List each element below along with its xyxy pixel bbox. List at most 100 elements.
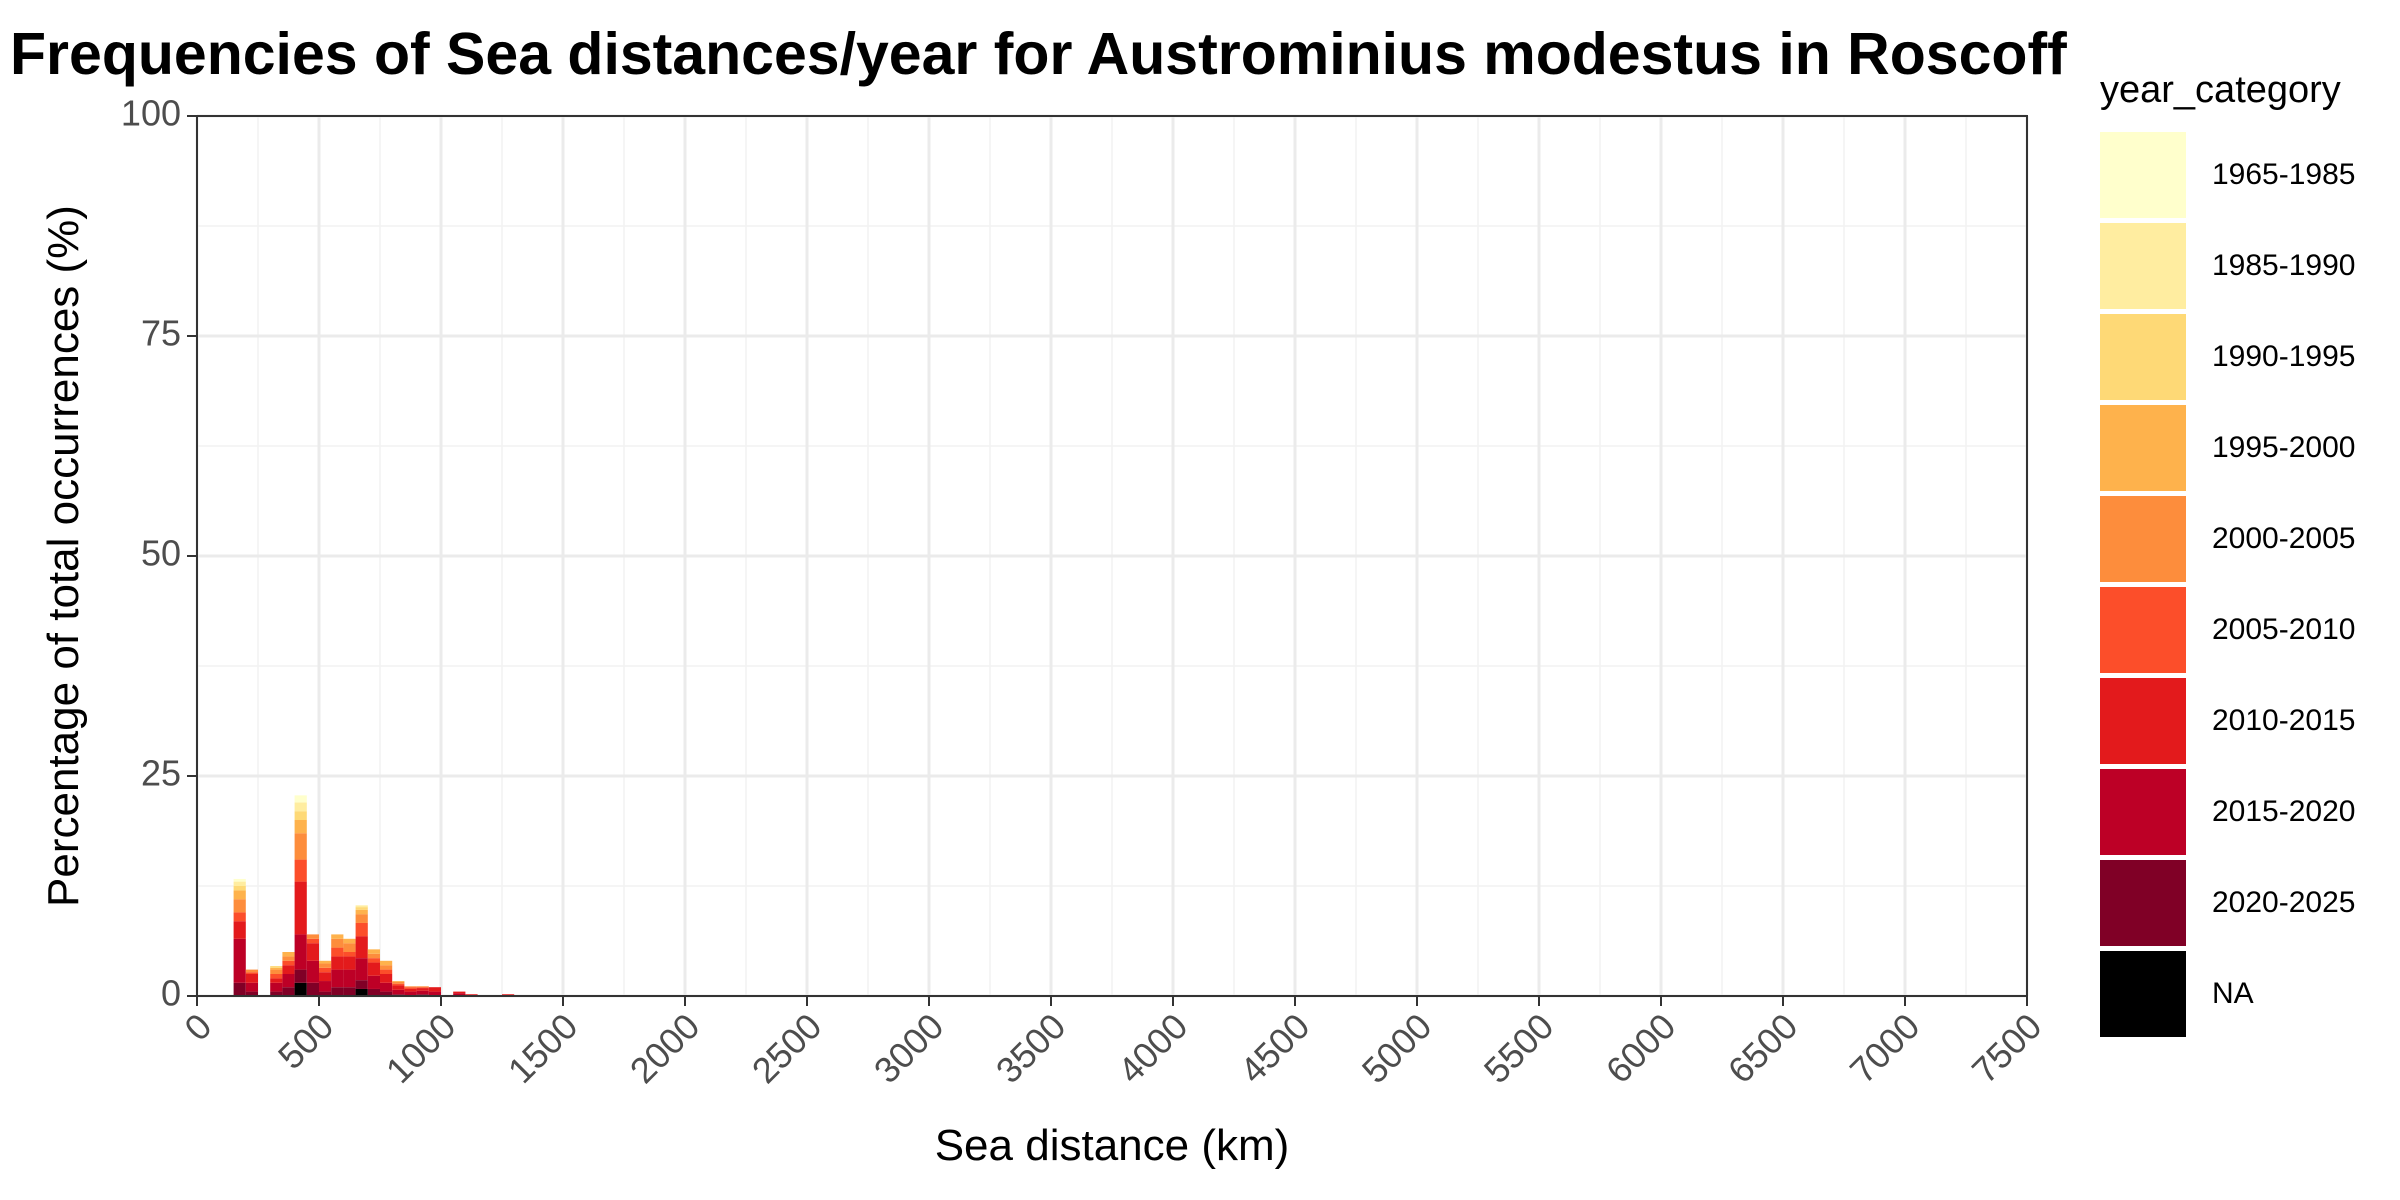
x-tick-label: 6000 <box>1598 1005 1684 1091</box>
legend-swatch <box>2100 769 2186 855</box>
bar-segment <box>270 967 283 970</box>
bar-segment <box>355 909 368 915</box>
y-tick-label: 75 <box>141 313 181 354</box>
y-tick-label: 50 <box>141 533 181 574</box>
bar-segment <box>294 811 307 820</box>
bar-segment <box>404 988 417 992</box>
bar-segment <box>392 981 405 982</box>
bar-segment <box>392 981 405 984</box>
bar-segment <box>404 986 417 988</box>
x-tick-label: 7500 <box>1964 1005 2050 1091</box>
legend-title: year_category <box>2100 69 2341 111</box>
legend-label: NA <box>2212 977 2254 1010</box>
bar-segment <box>306 943 319 961</box>
legend-swatch <box>2100 587 2186 673</box>
legend-label: 2010-2015 <box>2212 704 2355 737</box>
bar-segment <box>233 938 246 983</box>
bar-segment <box>355 905 368 908</box>
bar-segment <box>306 982 319 996</box>
y-tick-label: 25 <box>141 753 181 794</box>
bar-segment <box>343 969 356 988</box>
bar-segment <box>453 993 466 996</box>
bar-segment <box>380 974 393 983</box>
bar-segment <box>331 987 344 996</box>
legend-label: 2005-2010 <box>2212 613 2355 646</box>
bar-segment <box>331 934 344 939</box>
legend-swatch <box>2100 405 2186 491</box>
bar-segment <box>270 982 283 992</box>
bar-segment <box>367 975 380 989</box>
y-axis-title: Percentage of total occurrences (%) <box>39 205 88 907</box>
bar-segment <box>416 986 429 988</box>
bar-segment <box>270 966 283 968</box>
legend-label: 1985-1990 <box>2212 249 2355 282</box>
bar-segment <box>380 960 393 966</box>
bar-segment <box>245 991 258 996</box>
bar-segment <box>294 802 307 812</box>
bar-segment <box>380 991 393 996</box>
bar-segment <box>465 994 478 996</box>
bar-segment <box>416 990 429 995</box>
x-tick-label: 0 <box>176 1005 219 1048</box>
bar-segment <box>245 972 258 974</box>
bar-segment <box>392 983 405 986</box>
bar-segment <box>392 989 405 995</box>
bar-segment <box>282 960 295 966</box>
bar-segment <box>233 878 246 882</box>
x-tick-label: 2500 <box>744 1005 830 1091</box>
bar-segment <box>319 991 332 996</box>
legend-label: 2000-2005 <box>2212 522 2355 555</box>
x-tick-label: 2000 <box>622 1005 708 1091</box>
bar-segment <box>319 960 332 964</box>
legend-swatch <box>2100 314 2186 400</box>
bar-segment <box>233 921 246 939</box>
bar-segment <box>245 982 258 992</box>
bar-segment <box>331 947 344 957</box>
bar-segment <box>331 956 344 970</box>
x-tick-label: 1000 <box>378 1005 464 1091</box>
bar-segment <box>319 972 332 982</box>
x-axis-title: Sea distance (km) <box>935 1121 1290 1170</box>
bar-segment <box>294 982 307 996</box>
bar-segment <box>306 938 319 944</box>
bar-segment <box>233 899 246 913</box>
bar-segment <box>404 991 417 996</box>
bar-segment <box>355 907 368 910</box>
chart-title: Frequencies of Sea distances/year for Au… <box>10 21 2067 87</box>
legend-label: 2020-2025 <box>2212 886 2355 919</box>
legend: year_category 1965-1985 1985-1990 1990-199… <box>2100 69 2355 1037</box>
x-tick-label: 3500 <box>988 1005 1074 1091</box>
bar-segment <box>404 987 417 989</box>
bar-segment <box>367 958 380 963</box>
bar-segment <box>502 994 515 996</box>
bars-layer <box>233 795 515 996</box>
bar-segment <box>367 988 380 996</box>
bar-segment <box>294 969 307 983</box>
bar-segment <box>355 914 368 923</box>
legend-label: 1995-2000 <box>2212 431 2355 464</box>
bar-segment <box>392 985 405 990</box>
bar-segment <box>245 969 258 973</box>
legend-swatch <box>2100 496 2186 582</box>
x-tick-label: 5000 <box>1354 1005 1440 1091</box>
bar-segment <box>428 991 441 996</box>
bar-segment <box>380 969 393 974</box>
bar-segment <box>428 987 441 992</box>
bar-segment <box>294 820 307 834</box>
bar-segment <box>294 934 307 970</box>
bar-segment <box>367 962 380 976</box>
bar-segment <box>233 881 246 886</box>
x-tick-label: 3000 <box>866 1005 952 1091</box>
bar-segment <box>331 969 344 988</box>
bar-segment <box>306 960 319 983</box>
bar-segment <box>319 981 332 992</box>
bar-segment <box>282 952 295 957</box>
bar-segment <box>416 987 429 989</box>
y-axis: 0 25 50 75 100 <box>121 93 197 1014</box>
bar-segment <box>282 987 295 996</box>
x-tick-label: 500 <box>270 1005 341 1076</box>
bar-segment <box>343 938 356 944</box>
legend-swatch <box>2100 132 2186 218</box>
bar-segment <box>343 952 356 957</box>
bar-segment <box>367 953 380 959</box>
